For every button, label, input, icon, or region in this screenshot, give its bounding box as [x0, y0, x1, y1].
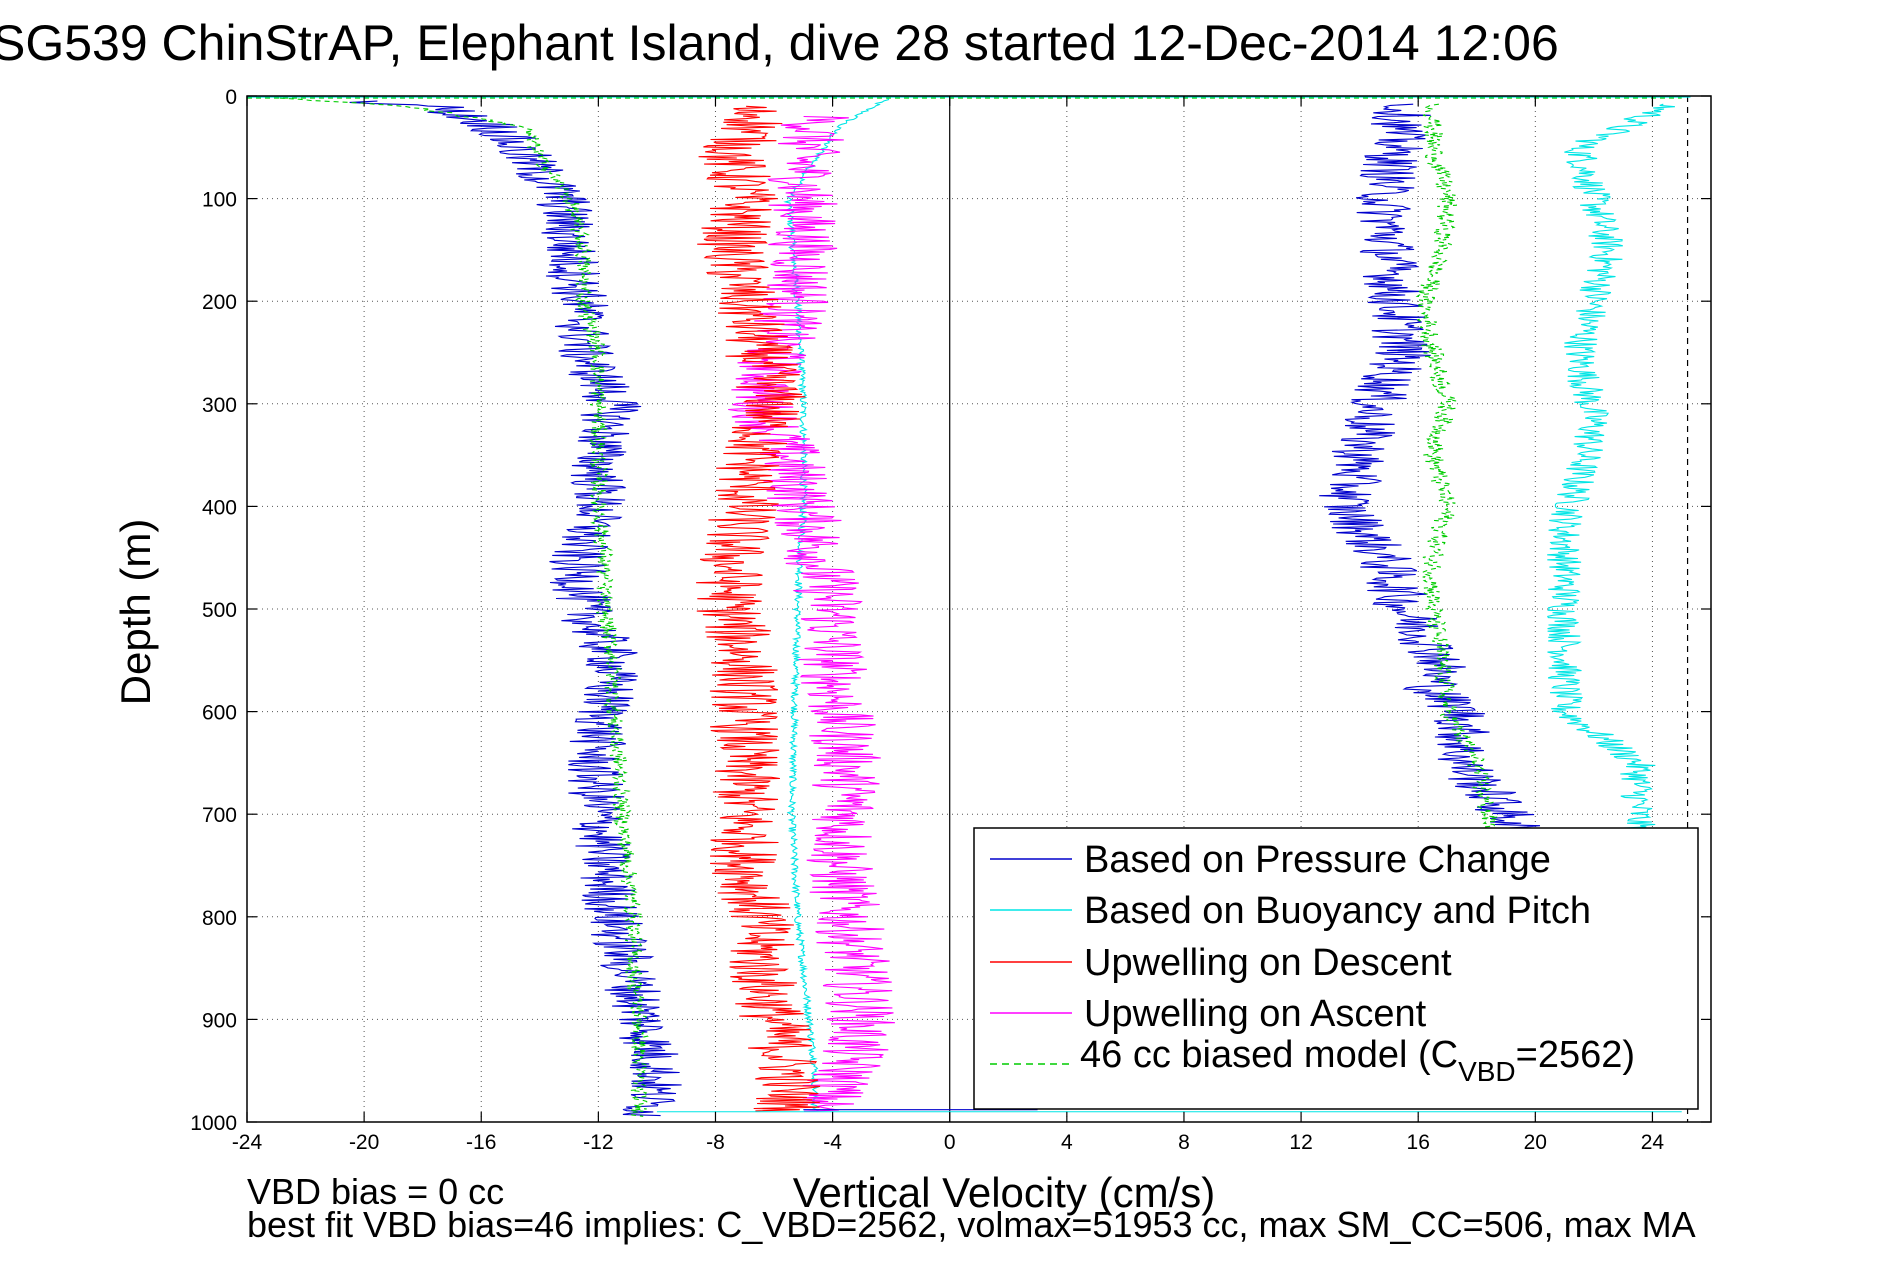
y-tick-label: 1000: [190, 1112, 237, 1135]
series-upwelling-ascent: [728, 115, 895, 1112]
series-model-ascent: [1415, 103, 1501, 835]
y-tick-label: 100: [202, 189, 237, 212]
x-tick-label: -20: [349, 1131, 379, 1154]
y-tick-label: 800: [202, 907, 237, 930]
legend-label-model-subscript: VBD: [1458, 1056, 1516, 1087]
series-pressure-descent: [349, 100, 682, 1117]
series-layer: [247, 95, 1691, 1122]
legend-label-upwelling-descent: Upwelling on Descent: [1084, 942, 1452, 984]
y-tick-label: 700: [202, 804, 237, 827]
x-tick-label: 0: [944, 1131, 956, 1154]
series-buoyancy-ascent: [1547, 103, 1675, 835]
legend-label-model-main: 46 cc biased model (C: [1080, 1034, 1458, 1076]
legend-label-pressure: Based on Pressure Change: [1084, 839, 1551, 881]
x-tick-label: 8: [1178, 1131, 1190, 1154]
x-axis-label: Vertical Velocity (cm/s): [793, 1169, 1215, 1216]
x-tick-label: 16: [1407, 1131, 1430, 1154]
ticks: -24 -20 -16 -12 -8 -4 0 4 8 12 16 20 24 0 100 200 300 400…: [190, 86, 1711, 1154]
series-pressure-ascent: [1319, 103, 1541, 835]
y-tick-label: 900: [202, 1009, 237, 1032]
legend: Based on Pressure Change Based on Buoyan…: [973, 827, 1699, 1110]
x-tick-label: -8: [706, 1131, 725, 1154]
chart-title: SG539 ChinStrAP, Elephant Island, dive 2…: [0, 15, 1559, 71]
legend-label-upwelling-ascent: Upwelling on Ascent: [1084, 993, 1427, 1035]
y-tick-label: 200: [202, 291, 237, 314]
footer-line-2: best fit VBD bias=46 implies: C_VBD=2562…: [247, 1204, 1696, 1245]
series-buoyancy-descent: [783, 95, 893, 1112]
y-tick-label: 0: [225, 86, 237, 109]
legend-box: [973, 827, 1699, 1110]
legend-label-model: 46 cc biased model (CVBD=2562): [1080, 1034, 1635, 1087]
x-tick-label: -16: [466, 1131, 496, 1154]
y-axis-label: Depth (m): [112, 519, 159, 706]
y-tick-label: 600: [202, 702, 237, 725]
x-tick-label: 12: [1289, 1131, 1312, 1154]
footer-line-1: VBD bias = 0 cc: [247, 1171, 504, 1212]
legend-label-model-tail: =2562): [1516, 1034, 1635, 1076]
x-tick-label: -12: [583, 1131, 613, 1154]
y-tick-label: 300: [202, 394, 237, 417]
y-tick-label: 500: [202, 599, 237, 622]
x-tick-label: 24: [1641, 1131, 1665, 1154]
series-upwelling-descent: [696, 105, 821, 1112]
y-tick-label: 400: [202, 496, 237, 519]
series-model-descent: [279, 97, 650, 1117]
x-tick-label: 4: [1061, 1131, 1073, 1154]
x-tick-label: -4: [823, 1131, 842, 1154]
x-tick-label: 20: [1524, 1131, 1547, 1154]
legend-label-buoyancy: Based on Buoyancy and Pitch: [1084, 890, 1591, 932]
x-tick-label: -24: [232, 1131, 263, 1154]
